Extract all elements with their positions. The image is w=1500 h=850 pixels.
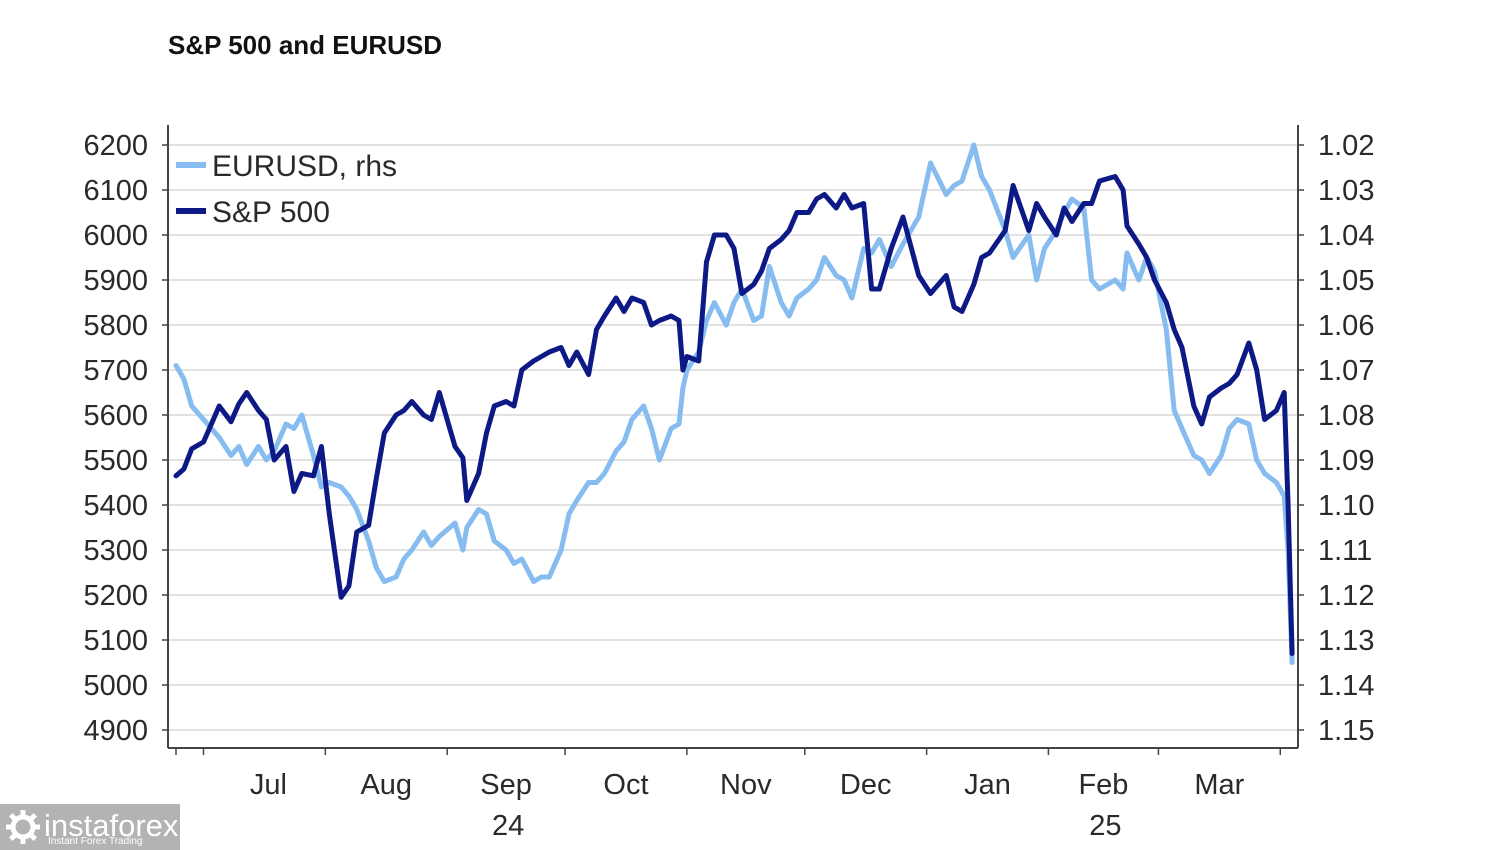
right-tick-label: 1.15 [1318, 715, 1374, 747]
x-month-label: Sep [480, 769, 532, 801]
right-tick-label: 1.02 [1318, 130, 1374, 162]
left-tick-label: 5200 [83, 580, 148, 612]
left-tick-label: 5800 [83, 310, 148, 342]
right-tick-label: 1.11 [1318, 535, 1372, 567]
axes [167, 125, 1299, 749]
left-tick-label: 5400 [83, 490, 148, 522]
right-tick-label: 1.07 [1318, 355, 1374, 387]
right-axis-ticks: 1.02 1.03 1.04 1.05 1.06 1.07 1.08 1.09 1.10 1.11… [1298, 130, 1374, 747]
x-month-label: Oct [603, 769, 648, 801]
right-tick-label: 1.03 [1318, 175, 1374, 207]
x-month-label: Jul [250, 769, 287, 801]
right-tick-label: 1.09 [1318, 445, 1374, 477]
right-tick-label: 1.04 [1318, 220, 1374, 252]
left-tick-label: 5500 [83, 445, 148, 477]
right-tick-label: 1.13 [1318, 625, 1374, 657]
watermark-brand: instaforex [44, 808, 179, 843]
left-tick-label: 4900 [83, 715, 148, 747]
right-tick-label: 1.08 [1318, 400, 1374, 432]
x-month-label: Aug [360, 769, 412, 801]
x-month-label: Dec [840, 769, 892, 801]
left-tick-label: 5600 [83, 400, 148, 432]
series-line-sp500 [173, 174, 1295, 656]
right-tick-label: 1.14 [1318, 670, 1374, 702]
x-month-label: Jan [964, 769, 1011, 801]
left-tick-label: 6200 [83, 130, 148, 162]
x-month-label: Nov [720, 769, 772, 801]
x-month-label: Feb [1078, 769, 1128, 801]
left-axis-ticks: 4900 5000 5100 5200 5300 5400 5500 5600 5700 5800… [83, 130, 168, 747]
series-layer [173, 142, 1295, 665]
left-tick-label: 6000 [83, 220, 148, 252]
right-tick-label: 1.12 [1318, 580, 1374, 612]
left-tick-label: 5900 [83, 265, 148, 297]
legend: EURUSD, rhs S&P 500 [176, 150, 397, 229]
chart-title: S&P 500 and EURUSD [168, 30, 443, 60]
watermark-logo: instaforex Instant Forex Trading [0, 804, 180, 850]
left-tick-label: 5100 [83, 625, 148, 657]
series-line-eurusd [173, 142, 1295, 665]
x-year-label: 25 [1089, 810, 1121, 842]
right-tick-label: 1.05 [1318, 265, 1374, 297]
right-tick-label: 1.06 [1318, 310, 1374, 342]
watermark-tagline: Instant Forex Trading [48, 836, 143, 847]
gridlines [168, 144, 1298, 731]
x-axis-ticks: Jul Aug Sep Oct Nov Dec Jan Feb Mar 24 25 [175, 748, 1282, 842]
left-tick-label: 5300 [83, 535, 148, 567]
x-year-label: 24 [492, 810, 524, 842]
gear-logo-icon [6, 810, 40, 844]
legend-label: S&P 500 [212, 196, 330, 229]
legend-label: EURUSD, rhs [212, 150, 397, 183]
left-tick-label: 5700 [83, 355, 148, 387]
x-month-label: Mar [1194, 769, 1244, 801]
left-tick-label: 6100 [83, 175, 148, 207]
left-tick-label: 5000 [83, 670, 148, 702]
right-tick-label: 1.10 [1318, 490, 1374, 522]
